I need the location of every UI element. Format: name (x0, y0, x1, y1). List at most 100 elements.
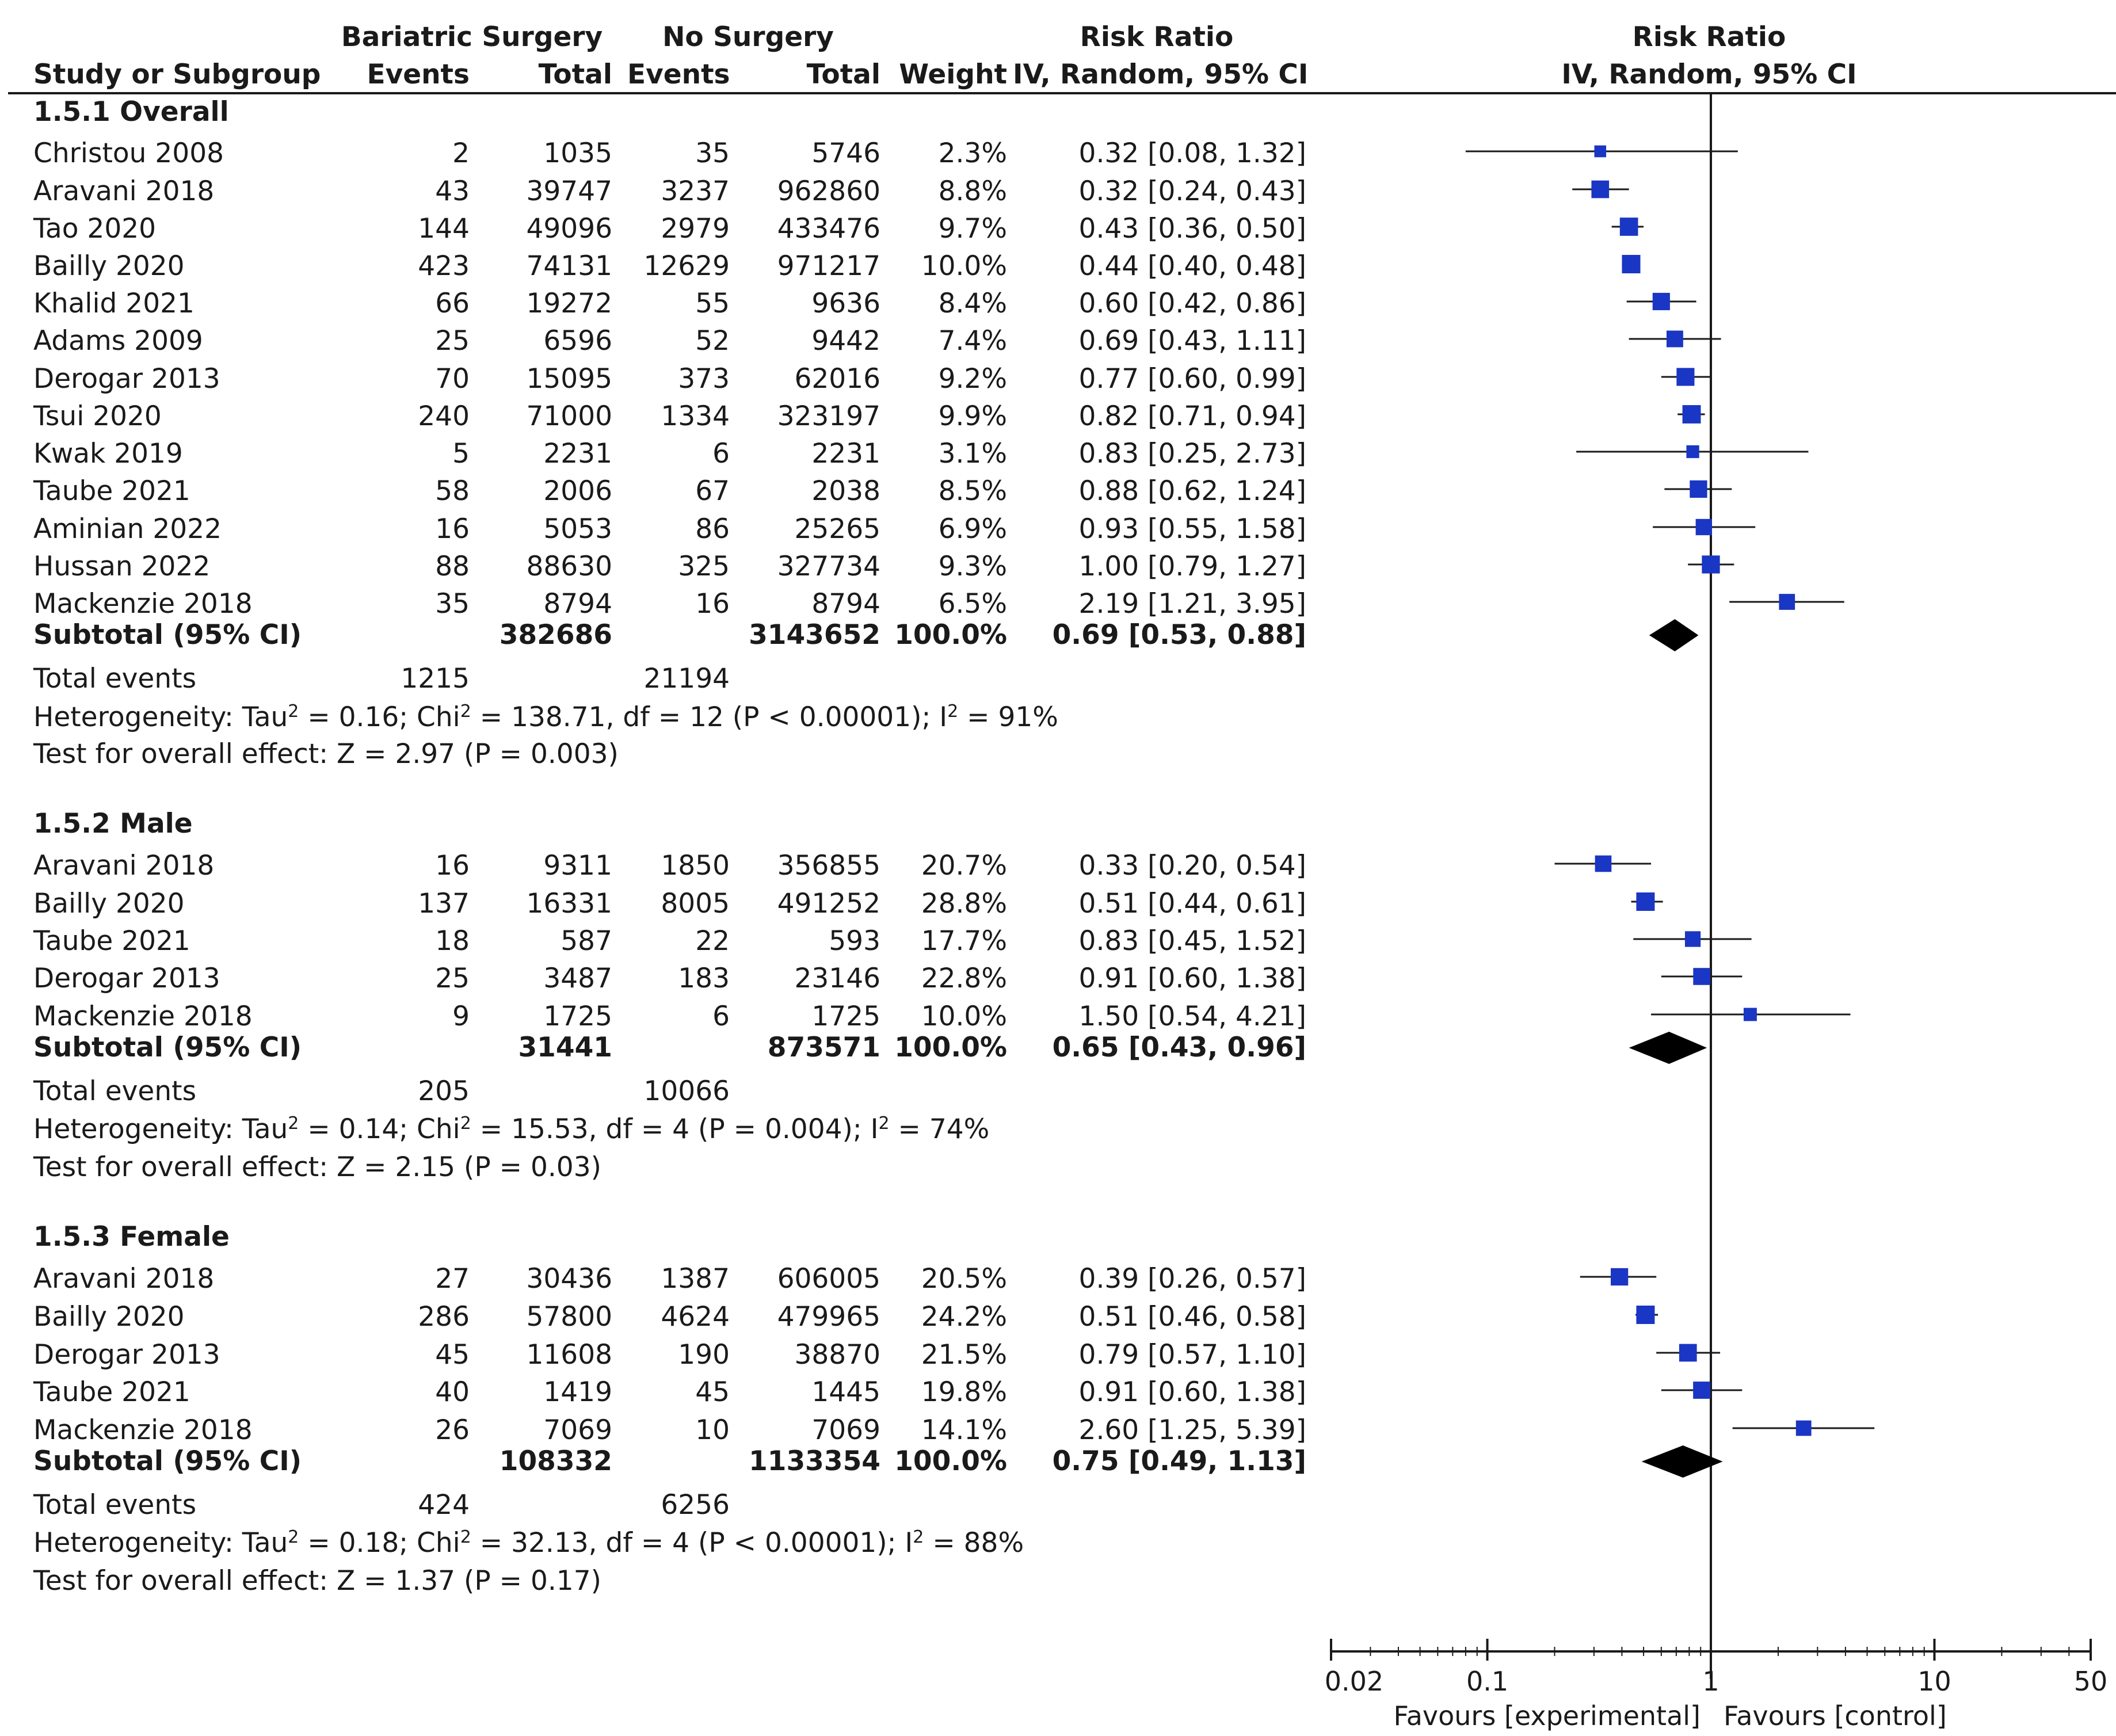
study-e2: 1334 (661, 400, 730, 432)
study-e1: 9 (452, 1001, 470, 1032)
subtotal-total1: 31441 (518, 1032, 612, 1063)
study-w: 9.7% (938, 213, 1007, 245)
superscript-2: 2 (460, 1527, 471, 1547)
study-w: 9.2% (938, 363, 1007, 395)
rr-header: Risk Ratio (1080, 21, 1234, 53)
study-t2: 2231 (811, 438, 880, 470)
study-e1: 240 (418, 400, 470, 432)
study-t2: 38870 (794, 1339, 880, 1371)
study-marker (1636, 892, 1655, 911)
study-e2: 67 (695, 475, 730, 507)
weight-header: Weight (899, 59, 1007, 90)
study-marker (1666, 330, 1683, 348)
superscript-2: 2 (460, 701, 471, 722)
subtotal-ci: 0.65 [0.43, 0.96] (1052, 1032, 1306, 1063)
study-t1: 71000 (526, 400, 612, 432)
study-t1: 1725 (543, 1001, 612, 1032)
study-marker (1594, 145, 1607, 158)
study-e2: 325 (678, 551, 730, 582)
study-marker (1779, 594, 1795, 610)
favours-control-label: Favours [control] (1724, 1700, 1947, 1731)
heterogeneity-part: = 91% (958, 701, 1058, 733)
study-marker (1622, 255, 1641, 273)
heterogeneity-part: = 0.16; Chi (299, 701, 460, 733)
study-e1: 43 (435, 175, 470, 207)
study-name: Aravani 2018 (33, 175, 215, 207)
study-w: 21.5% (921, 1339, 1007, 1371)
study-e1: 66 (435, 288, 470, 319)
study-t1: 57800 (526, 1301, 612, 1333)
heterogeneity-part: = 0.18; Chi (299, 1527, 460, 1559)
study-name: Aravani 2018 (33, 1263, 215, 1295)
superscript-2: 2 (913, 1527, 924, 1547)
study-w: 17.7% (921, 925, 1007, 957)
heterogeneity-part: = 74% (889, 1113, 990, 1145)
study-t1: 39747 (526, 175, 612, 207)
study-t2: 2038 (811, 475, 880, 507)
subtotal-label: Subtotal (95% CI) (33, 619, 302, 651)
events2-header: Events (627, 59, 730, 90)
study-marker (1693, 1382, 1711, 1399)
study-marker (1676, 368, 1695, 386)
total-events2: 6256 (661, 1489, 730, 1521)
study-t2: 1725 (811, 1001, 880, 1032)
study-t1: 88630 (526, 551, 612, 582)
study-ci-text: 0.51 [0.44, 0.61] (1078, 888, 1306, 919)
superscript-2: 2 (288, 1113, 299, 1134)
study-name: Mackenzie 2018 (33, 588, 253, 620)
superscript-2: 2 (288, 701, 299, 722)
study-w: 9.3% (938, 551, 1007, 582)
study-e1: 25 (435, 325, 470, 357)
study-w: 19.8% (921, 1376, 1007, 1408)
study-t2: 971217 (777, 250, 880, 282)
study-e2: 2979 (661, 213, 730, 245)
study-name: Hussan 2022 (33, 551, 211, 582)
study-e1: 26 (435, 1414, 470, 1446)
favours-experimental-label: Favours [experimental] (1393, 1700, 1701, 1731)
subtotal-label: Subtotal (95% CI) (33, 1032, 302, 1063)
study-ci-text: 0.79 [0.57, 1.10] (1078, 1339, 1306, 1371)
study-w: 2.3% (938, 138, 1007, 169)
study-w: 28.8% (921, 888, 1007, 919)
study-e2: 1387 (661, 1263, 730, 1295)
heterogeneity-text: Heterogeneity: Tau2 = 0.14; Chi2 = 15.53… (33, 1113, 989, 1146)
study-t2: 8794 (811, 588, 880, 620)
subtotal-total1: 382686 (499, 619, 612, 651)
study-e1: 137 (418, 888, 470, 919)
study-e1: 40 (435, 1376, 470, 1408)
heterogeneity-part: Heterogeneity: Tau (33, 1527, 288, 1559)
study-e2: 373 (678, 363, 730, 395)
total-events1: 205 (418, 1075, 470, 1107)
study-e1: 16 (435, 513, 470, 545)
study-col-header: Study or Subgroup (33, 59, 321, 90)
study-marker (1684, 931, 1701, 947)
study-name: Aravani 2018 (33, 850, 215, 882)
group1-header: Bariatric Surgery (341, 21, 603, 53)
study-e2: 183 (678, 963, 730, 994)
heterogeneity-part: = 32.13, df = 4 (P < 0.00001); I (471, 1527, 913, 1559)
subtotal-diamond (1641, 1445, 1723, 1478)
subtotal-total1: 108332 (499, 1445, 612, 1477)
heterogeneity-part: = 15.53, df = 4 (P = 0.004); I (471, 1113, 879, 1145)
study-e2: 1850 (661, 850, 730, 882)
study-e2: 55 (695, 288, 730, 319)
study-t2: 323197 (777, 400, 880, 432)
subtotal-weight: 100.0% (894, 1032, 1007, 1063)
study-w: 10.0% (921, 250, 1007, 282)
study-marker (1611, 1268, 1629, 1286)
study-t2: 327734 (777, 551, 880, 582)
study-e2: 3237 (661, 175, 730, 207)
study-t1: 8794 (543, 588, 612, 620)
study-t2: 356855 (777, 850, 880, 882)
study-t1: 74131 (526, 250, 612, 282)
study-t1: 15095 (526, 363, 612, 395)
superscript-2: 2 (460, 1113, 471, 1134)
study-marker (1693, 968, 1710, 985)
study-name: Derogar 2013 (33, 963, 220, 994)
study-w: 20.7% (921, 850, 1007, 882)
study-t2: 25265 (794, 513, 880, 545)
total1-header: Total (538, 59, 612, 90)
study-e2: 6 (712, 438, 730, 470)
study-ci-text: 0.32 [0.24, 0.43] (1078, 175, 1306, 207)
